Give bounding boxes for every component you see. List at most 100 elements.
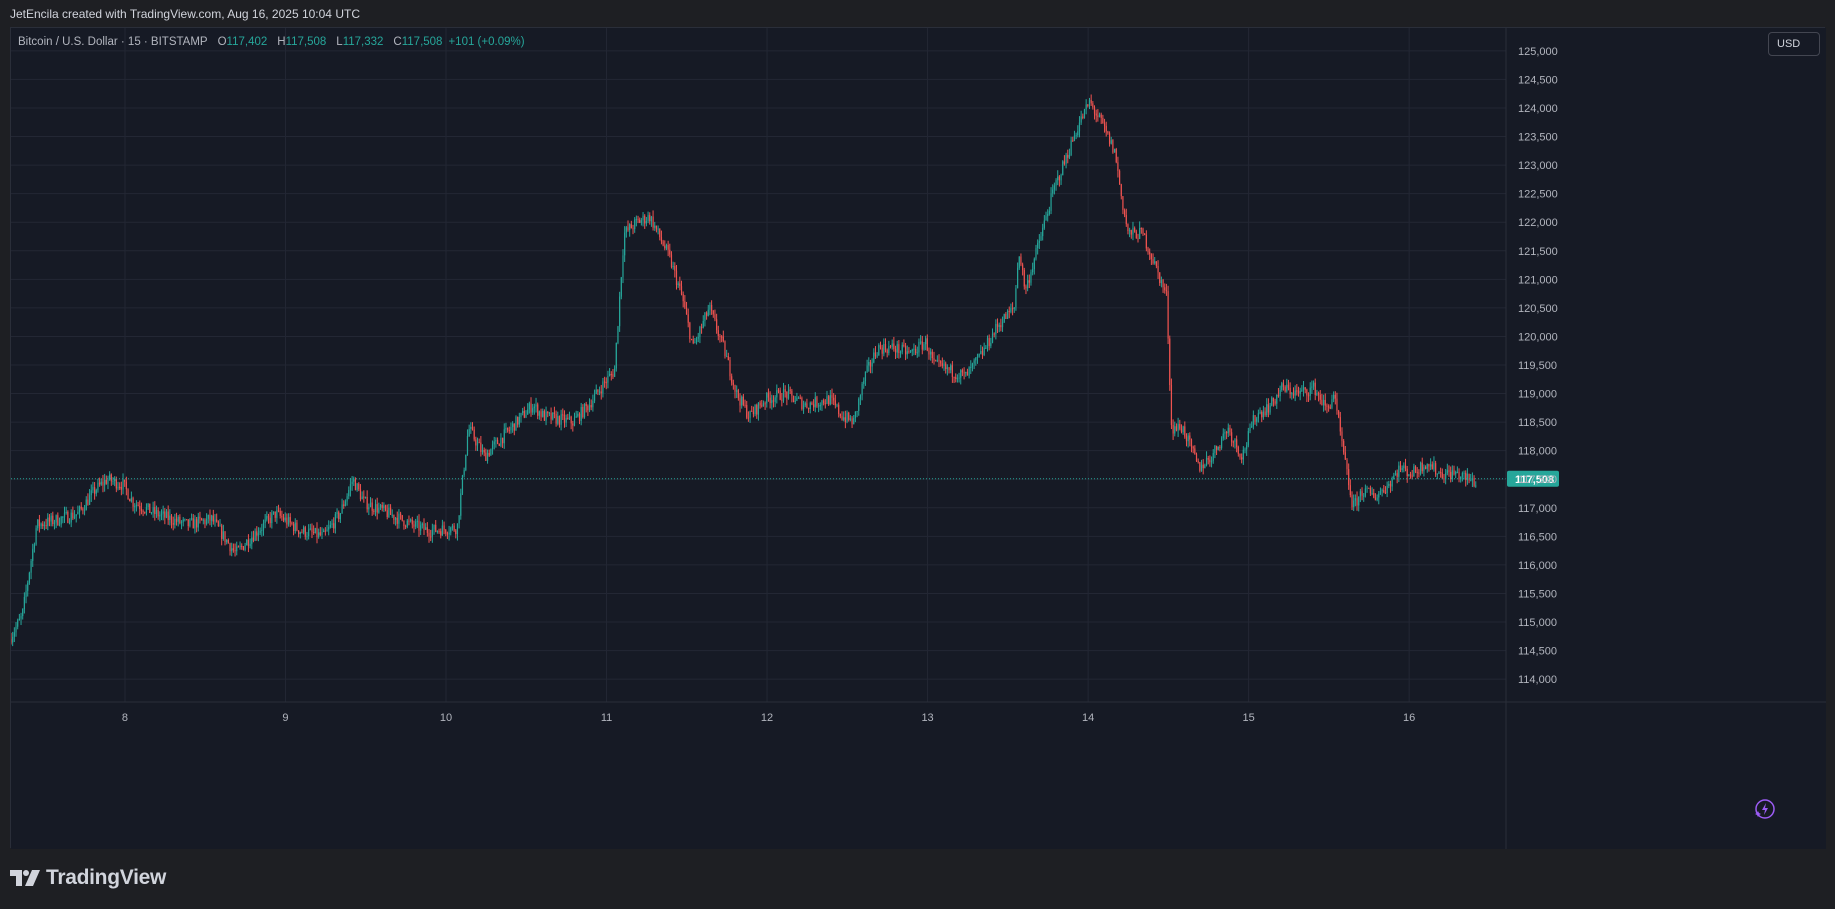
candle-body: [986, 338, 989, 348]
low-label: L: [336, 36, 343, 48]
y-tick-label: 123,000: [1518, 160, 1558, 172]
candle-body: [1416, 472, 1418, 474]
candle-body: [980, 351, 982, 354]
candle-body: [617, 326, 619, 343]
candle-body: [577, 413, 579, 417]
candle-body: [376, 504, 378, 513]
candle-body: [1174, 426, 1176, 434]
candle-body: [1040, 236, 1042, 241]
candle-body: [1052, 189, 1054, 194]
candle-body: [1317, 392, 1320, 395]
candle-body: [1241, 457, 1243, 460]
candle-body: [1097, 115, 1099, 117]
candle-body: [406, 520, 408, 527]
candle-body: [496, 439, 499, 444]
candle-body: [512, 423, 514, 427]
candle-body: [898, 344, 900, 353]
lightning-icon[interactable]: [1754, 798, 1776, 825]
candle-body: [520, 413, 522, 418]
candle-body: [1048, 210, 1050, 214]
candle-body: [1326, 405, 1328, 407]
candle-body: [829, 395, 831, 405]
candle-body: [1200, 464, 1203, 471]
candle-body: [1105, 125, 1107, 132]
candle-body: [525, 414, 527, 418]
candle-body: [1227, 427, 1229, 434]
candle-body: [1001, 322, 1004, 328]
high-value: 117,508: [285, 36, 327, 48]
candle-body: [1038, 240, 1040, 243]
candle-body: [583, 403, 586, 418]
candle-body: [831, 395, 833, 398]
candle-body: [766, 392, 768, 404]
candle-body: [881, 347, 883, 354]
candle-body: [1220, 438, 1223, 448]
candle-body: [1209, 459, 1211, 463]
candle-body: [1057, 176, 1059, 181]
candle-body: [114, 478, 116, 482]
candle-body: [630, 224, 632, 229]
candle-body: [609, 373, 611, 376]
candle-body: [926, 338, 928, 351]
candle-body: [155, 510, 158, 514]
candle-body: [1047, 213, 1049, 217]
candle-body: [796, 397, 798, 401]
candle-body: [1124, 210, 1126, 216]
candle-body: [1110, 140, 1112, 144]
candle-body: [761, 405, 763, 407]
currency-button[interactable]: USD: [1768, 32, 1820, 56]
candle-body: [909, 351, 912, 353]
candle-body: [771, 400, 773, 404]
time-axis: 8 9 10 11 12 13 14 15 16: [11, 701, 1826, 724]
candle-body: [843, 417, 845, 420]
candle-body: [476, 442, 479, 446]
candle-body: [699, 327, 701, 337]
candle-body: [331, 523, 333, 525]
candle-body: [990, 342, 992, 346]
candle-body: [510, 426, 512, 431]
candle-body: [1246, 445, 1248, 450]
candle-body: [823, 400, 825, 404]
chart-panel[interactable]: 117,508 114,000 114,500 115,000 115,500 116,…: [10, 27, 1826, 849]
candle-body: [966, 371, 969, 376]
candle-body: [1358, 496, 1360, 506]
candle-body: [448, 532, 450, 535]
candle-body: [1194, 448, 1196, 455]
candle-body: [747, 417, 749, 419]
candle-body: [1473, 478, 1475, 486]
candle-body: [291, 522, 293, 525]
candle-body: [1286, 384, 1288, 392]
candle-body: [251, 537, 253, 544]
candle-body: [371, 502, 373, 511]
candle-body: [359, 489, 362, 500]
candle-body: [1312, 382, 1315, 387]
candle-body: [1460, 476, 1462, 479]
candle-body: [769, 397, 771, 404]
candle-body: [1234, 439, 1236, 442]
candle-body: [1102, 117, 1104, 124]
candle-body: [1450, 471, 1452, 480]
candle-body: [1368, 487, 1370, 489]
candle-body: [366, 497, 368, 510]
candle-body: [92, 487, 94, 491]
candle-body: [702, 320, 704, 328]
candle-body: [746, 405, 748, 418]
candle-body: [221, 525, 223, 539]
candle-body: [328, 527, 330, 530]
candle-body: [389, 507, 392, 515]
candle-body: [1408, 474, 1410, 477]
candle-body: [515, 416, 517, 431]
candle-body: [736, 390, 738, 392]
candle-body: [883, 343, 885, 354]
candle-body: [1088, 100, 1091, 107]
candle-body: [159, 515, 161, 517]
candle-body: [90, 490, 92, 496]
candle-body: [948, 367, 950, 371]
last-price-tag: [1507, 470, 1559, 487]
x-tick-label: 9: [282, 712, 288, 724]
candle-body: [1388, 483, 1390, 486]
price-chart[interactable]: 117,508 114,000 114,500 115,000 115,500 116,…: [11, 28, 1826, 849]
candle-body: [1100, 114, 1102, 118]
candle-body: [374, 504, 377, 512]
